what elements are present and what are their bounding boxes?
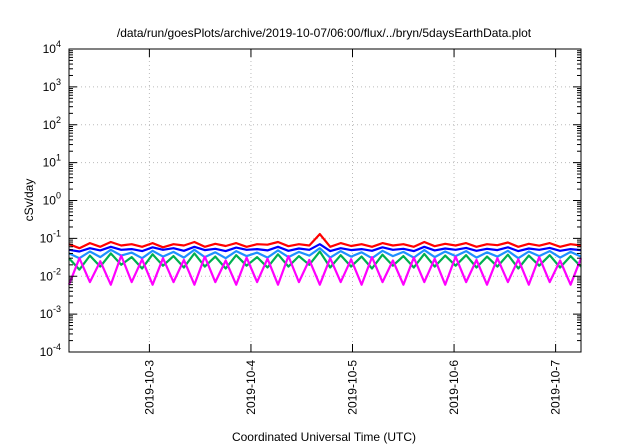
x-tick-label: 2019-10-5 [346, 360, 360, 415]
grid [69, 49, 581, 352]
y-tick-label: 101 [43, 153, 61, 170]
series-line-5 [67, 254, 583, 286]
y-axis-ticks: 10-4 10-3 10-2 10-1 100 101 102 103 104 [40, 39, 581, 359]
x-tick-label: 2019-10-4 [244, 360, 258, 415]
series-lines [67, 233, 583, 286]
y-tick-label: 10-1 [40, 228, 61, 245]
series-line-4 [68, 247, 582, 260]
y-tick-label: 100 [43, 191, 61, 208]
y-tick-label: 10-2 [40, 266, 61, 283]
chart-title: /data/run/goesPlots/archive/2019-10-07/0… [117, 26, 532, 40]
x-axis-label: Coordinated Universal Time (UTC) [232, 430, 416, 444]
x-axis-ticks: 2019-10-3 2019-10-4 2019-10-5 2019-10-6 2019… [142, 49, 563, 415]
series-line-1 [68, 233, 582, 250]
x-tick-label: 2019-10-6 [447, 360, 461, 415]
y-tick-label: 10-3 [40, 304, 61, 321]
series-line-2 [68, 243, 582, 253]
x-tick-label: 2019-10-3 [142, 360, 156, 415]
x-tick-label: 2019-10-7 [549, 360, 563, 415]
y-tick-label: 102 [43, 115, 61, 132]
y-tick-label: 104 [43, 39, 61, 56]
y-tick-label: 103 [43, 77, 61, 94]
y-tick-label: 10-4 [40, 342, 61, 359]
y-axis-label: cSv/day [22, 179, 36, 222]
